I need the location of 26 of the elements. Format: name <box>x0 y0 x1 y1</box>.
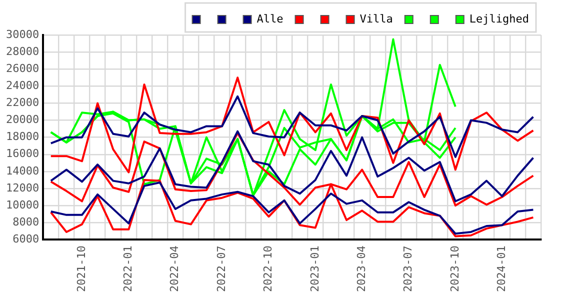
x-tick-label: 2023-07 <box>402 246 415 292</box>
x-tick-label: 2023-01 <box>308 246 322 292</box>
legend-label: Lejlighed <box>469 12 530 26</box>
x-tick-label: 2021-10 <box>74 246 88 292</box>
x-tick-label: 2022-01 <box>122 246 135 292</box>
legend-label: Villa <box>360 12 393 26</box>
x-tick-label: 2022-04 <box>168 245 182 292</box>
y-tick-label: 8000 <box>12 215 40 228</box>
y-tick-label: 14000 <box>6 164 40 178</box>
y-tick-label: 6000 <box>12 232 40 246</box>
y-tick-label: 20000 <box>6 113 40 126</box>
y-tick-label: 28000 <box>6 44 40 58</box>
y-tick-label: 24000 <box>6 79 40 92</box>
y-tick-label: 22000 <box>6 96 40 110</box>
x-tick-label: 2023-10 <box>448 246 462 292</box>
x-tick-label: 2024-01 <box>494 246 508 292</box>
y-tick-label: 16000 <box>6 147 40 160</box>
legend-label: Alle <box>256 12 284 26</box>
y-tick-label: 26000 <box>6 62 40 75</box>
x-tick-label: 2022-07 <box>214 246 228 292</box>
x-tick-label: 2023-04 <box>354 245 368 292</box>
y-tick-label: 30000 <box>6 28 40 41</box>
y-tick-label: 18000 <box>6 130 40 144</box>
y-tick-label: 12000 <box>6 181 40 194</box>
x-tick-label: 2022-10 <box>262 246 275 292</box>
y-tick-label: 10000 <box>6 198 40 212</box>
